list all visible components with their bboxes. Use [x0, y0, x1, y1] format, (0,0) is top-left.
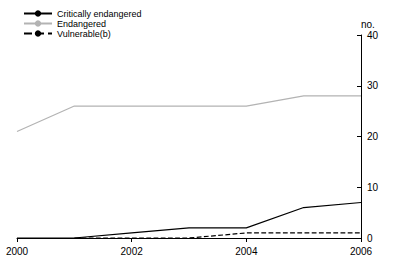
svg-text:Critically endangered: Critically endangered	[57, 9, 142, 19]
svg-text:2002: 2002	[121, 246, 144, 257]
svg-text:2006: 2006	[350, 246, 373, 257]
svg-text:2004: 2004	[235, 246, 258, 257]
svg-text:30: 30	[367, 80, 379, 91]
svg-text:20: 20	[367, 131, 379, 142]
svg-text:no.: no.	[361, 19, 375, 30]
svg-text:0: 0	[367, 233, 373, 244]
svg-text:Endangered: Endangered	[57, 19, 106, 29]
svg-text:Vulnerable(b): Vulnerable(b)	[57, 29, 111, 39]
svg-text:40: 40	[367, 30, 379, 41]
svg-text:2000: 2000	[6, 246, 29, 257]
svg-text:10: 10	[367, 182, 379, 193]
